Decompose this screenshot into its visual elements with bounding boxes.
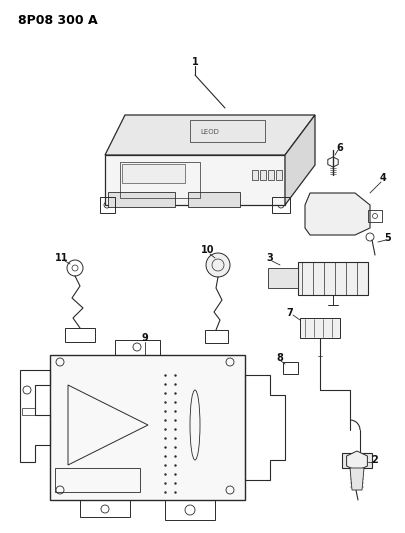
- Text: 9: 9: [142, 333, 148, 343]
- Polygon shape: [347, 451, 367, 471]
- Circle shape: [206, 253, 230, 277]
- Text: 8: 8: [277, 353, 283, 363]
- Polygon shape: [108, 192, 175, 207]
- Polygon shape: [260, 170, 266, 180]
- Polygon shape: [105, 115, 315, 155]
- Text: 3: 3: [266, 253, 273, 263]
- Text: 6: 6: [337, 143, 343, 153]
- Text: 1: 1: [192, 57, 198, 67]
- Polygon shape: [268, 170, 274, 180]
- Polygon shape: [105, 155, 285, 205]
- Text: 7: 7: [287, 308, 293, 318]
- Polygon shape: [350, 468, 364, 490]
- Text: 10: 10: [201, 245, 215, 255]
- Text: 8P08 300 A: 8P08 300 A: [18, 14, 98, 27]
- Polygon shape: [285, 115, 315, 205]
- Text: 4: 4: [379, 173, 386, 183]
- Text: 11: 11: [55, 253, 69, 263]
- Polygon shape: [305, 193, 370, 235]
- Polygon shape: [342, 453, 372, 468]
- Polygon shape: [276, 170, 282, 180]
- Polygon shape: [298, 262, 368, 295]
- Polygon shape: [50, 355, 245, 500]
- Text: 5: 5: [385, 233, 391, 243]
- Polygon shape: [268, 268, 298, 288]
- Text: 2: 2: [372, 455, 378, 465]
- Text: LEOD: LEOD: [200, 129, 220, 135]
- Polygon shape: [252, 170, 258, 180]
- Polygon shape: [300, 318, 340, 338]
- Polygon shape: [188, 192, 240, 207]
- Polygon shape: [122, 164, 185, 183]
